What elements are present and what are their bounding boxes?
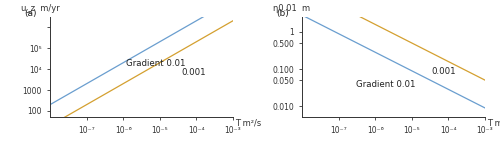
Text: (a): (a) [24, 9, 37, 18]
Text: 0.001: 0.001 [182, 68, 206, 77]
Text: T m²/s: T m²/s [487, 118, 500, 127]
Text: T m²/s: T m²/s [234, 118, 261, 127]
Text: 0.001: 0.001 [432, 67, 456, 76]
Text: η0.01  m: η0.01 m [273, 4, 310, 13]
Text: Gradient 0.01: Gradient 0.01 [356, 80, 416, 89]
Text: (b): (b) [276, 9, 289, 18]
Text: Gradient 0.01: Gradient 0.01 [126, 59, 186, 68]
Text: u_z  m/yr: u_z m/yr [21, 4, 59, 13]
